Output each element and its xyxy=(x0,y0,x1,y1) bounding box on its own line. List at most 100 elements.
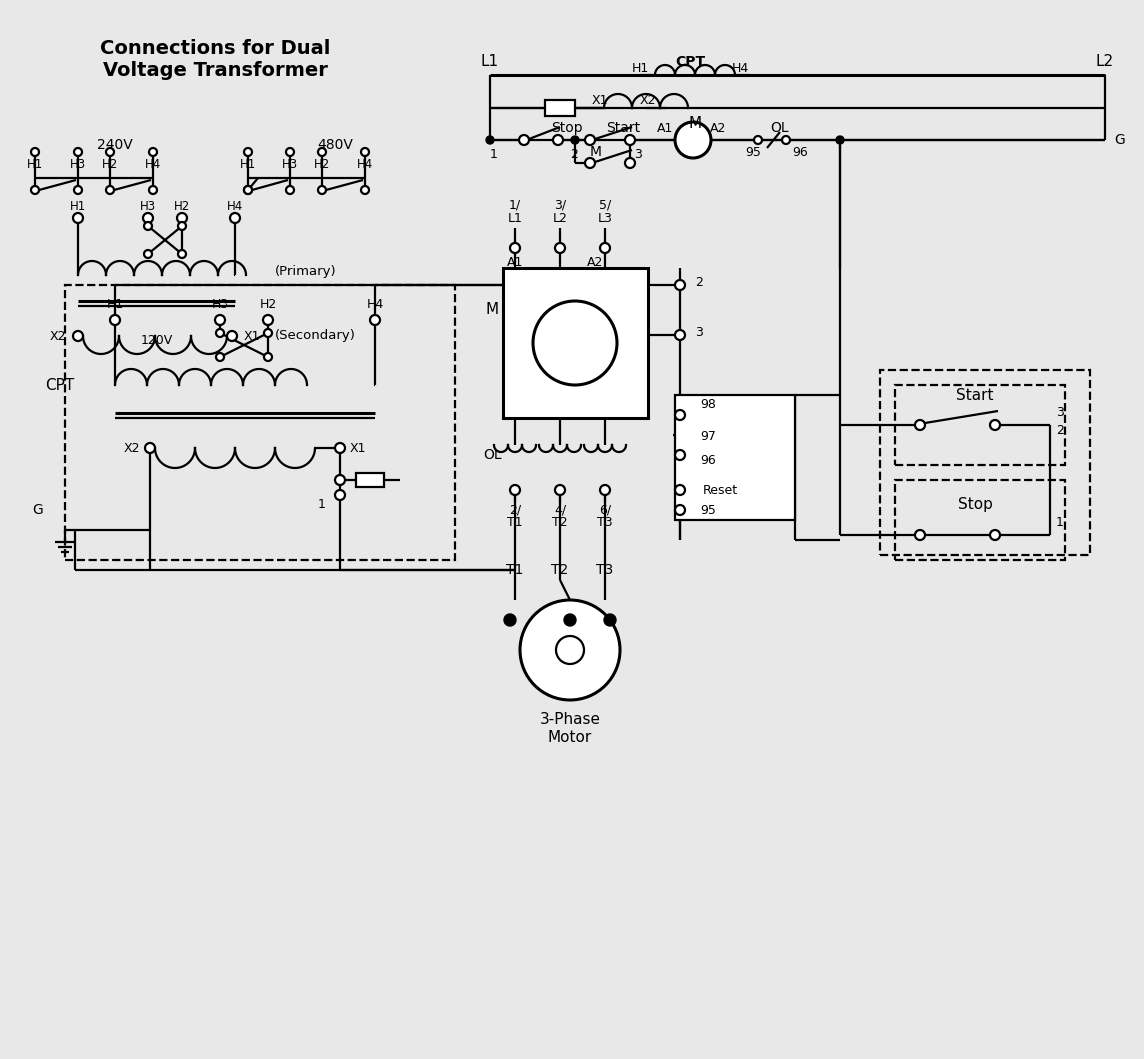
Text: CPT: CPT xyxy=(45,377,74,393)
Text: H2: H2 xyxy=(102,159,118,172)
Circle shape xyxy=(836,136,844,144)
Text: 4/: 4/ xyxy=(554,503,566,517)
Text: A1: A1 xyxy=(507,255,523,269)
Text: L1: L1 xyxy=(480,54,499,70)
Bar xyxy=(503,268,648,418)
Circle shape xyxy=(318,148,326,156)
Text: H4: H4 xyxy=(227,200,244,214)
Text: 3: 3 xyxy=(1056,406,1064,418)
Circle shape xyxy=(599,243,610,253)
Text: Stop: Stop xyxy=(551,121,582,134)
Text: Motor: Motor xyxy=(548,730,593,744)
Text: 3-Phase: 3-Phase xyxy=(540,713,601,728)
Text: OL: OL xyxy=(483,448,501,462)
Text: H3: H3 xyxy=(140,200,156,214)
Circle shape xyxy=(74,148,82,156)
Text: Start: Start xyxy=(606,121,639,134)
Circle shape xyxy=(230,213,240,223)
Circle shape xyxy=(145,443,154,453)
Text: 5/: 5/ xyxy=(598,198,611,212)
Circle shape xyxy=(604,614,615,626)
Circle shape xyxy=(110,315,120,325)
Circle shape xyxy=(318,186,326,194)
Text: T3: T3 xyxy=(597,516,613,528)
Text: CPT: CPT xyxy=(675,55,705,69)
Text: X1: X1 xyxy=(591,93,609,107)
Circle shape xyxy=(144,222,152,230)
Text: H2: H2 xyxy=(313,159,331,172)
Text: A2: A2 xyxy=(587,255,603,269)
Text: X2: X2 xyxy=(639,93,657,107)
Text: (Secondary): (Secondary) xyxy=(275,329,356,342)
Circle shape xyxy=(263,315,273,325)
Circle shape xyxy=(144,250,152,258)
Bar xyxy=(675,395,795,520)
Text: Connections for Dual
Voltage Transformer: Connections for Dual Voltage Transformer xyxy=(100,39,331,80)
Text: L1: L1 xyxy=(508,212,523,225)
Circle shape xyxy=(244,186,252,194)
Bar xyxy=(895,385,1065,465)
Text: X2: X2 xyxy=(124,442,141,454)
Text: M: M xyxy=(485,303,499,318)
Text: T1: T1 xyxy=(507,516,523,528)
Text: H3: H3 xyxy=(70,159,86,172)
Circle shape xyxy=(31,148,39,156)
Circle shape xyxy=(675,330,685,340)
Text: 97: 97 xyxy=(700,431,716,444)
Text: 3/: 3/ xyxy=(554,198,566,212)
Text: A2: A2 xyxy=(709,122,726,134)
Text: Stop: Stop xyxy=(958,498,993,513)
Circle shape xyxy=(585,158,595,168)
Circle shape xyxy=(675,280,685,290)
Circle shape xyxy=(286,186,294,194)
Circle shape xyxy=(216,353,224,361)
Text: A1: A1 xyxy=(657,122,673,134)
Circle shape xyxy=(599,485,610,495)
Circle shape xyxy=(675,122,712,158)
Circle shape xyxy=(625,158,635,168)
Circle shape xyxy=(335,490,345,500)
Text: H3: H3 xyxy=(212,299,229,311)
Circle shape xyxy=(571,136,579,144)
Circle shape xyxy=(362,148,370,156)
Text: 2/: 2/ xyxy=(509,503,521,517)
Text: 2: 2 xyxy=(696,276,702,289)
Text: L2: L2 xyxy=(1096,54,1114,70)
Circle shape xyxy=(915,530,925,540)
Circle shape xyxy=(521,600,620,700)
Circle shape xyxy=(533,301,617,385)
Circle shape xyxy=(510,243,521,253)
Circle shape xyxy=(505,614,516,626)
Text: H1: H1 xyxy=(70,200,86,214)
Circle shape xyxy=(675,410,685,420)
Text: G: G xyxy=(1114,133,1126,147)
Text: L3: L3 xyxy=(597,212,612,225)
Circle shape xyxy=(149,148,157,156)
Text: 95: 95 xyxy=(700,503,716,517)
Circle shape xyxy=(178,250,186,258)
Circle shape xyxy=(990,530,1000,540)
Text: T2: T2 xyxy=(551,563,569,577)
Text: 2: 2 xyxy=(570,148,578,162)
Text: 98: 98 xyxy=(700,398,716,412)
Text: 120V: 120V xyxy=(141,335,173,347)
Text: 1: 1 xyxy=(1056,516,1064,528)
Circle shape xyxy=(486,136,494,144)
Circle shape xyxy=(177,213,186,223)
Circle shape xyxy=(106,186,114,194)
Text: X2: X2 xyxy=(49,329,66,342)
Text: H4: H4 xyxy=(366,299,383,311)
Text: 2: 2 xyxy=(1056,424,1064,436)
Circle shape xyxy=(216,329,224,337)
Text: 1/: 1/ xyxy=(509,198,521,212)
Circle shape xyxy=(370,315,380,325)
Circle shape xyxy=(335,475,345,485)
Circle shape xyxy=(244,186,252,194)
Text: 96: 96 xyxy=(700,453,716,467)
Text: 480V: 480V xyxy=(317,138,353,152)
Circle shape xyxy=(782,136,791,144)
Text: H1: H1 xyxy=(106,299,124,311)
Text: (Primary): (Primary) xyxy=(275,266,336,279)
Circle shape xyxy=(555,485,565,495)
Bar xyxy=(880,370,1090,555)
